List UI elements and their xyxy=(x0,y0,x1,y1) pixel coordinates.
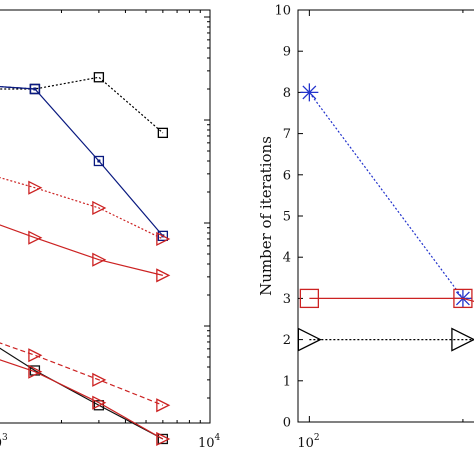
triangle-marker xyxy=(156,398,171,413)
series-7 xyxy=(0,359,171,447)
triangle-marker xyxy=(92,200,107,216)
triangle-marker xyxy=(28,230,43,245)
square-marker xyxy=(157,230,169,242)
series-line xyxy=(0,224,163,276)
x-tick-label: 103 xyxy=(0,433,8,451)
series-line xyxy=(308,92,474,299)
y-tick-label: 8 xyxy=(283,86,291,101)
series-line xyxy=(309,297,474,302)
x-tick-label: 102 xyxy=(297,433,319,451)
tick-base: 10 xyxy=(0,436,2,451)
series-line xyxy=(0,342,164,406)
tick-base: 10 xyxy=(297,436,314,451)
marker-dot xyxy=(97,159,101,163)
y-tick-label: 4 xyxy=(283,251,291,266)
triangle-marker xyxy=(156,231,171,247)
square-marker xyxy=(453,288,473,309)
series-4 xyxy=(0,177,171,247)
series-line xyxy=(0,359,164,440)
square-marker xyxy=(29,83,41,95)
right-plot-frame xyxy=(297,9,474,423)
series-line xyxy=(0,347,164,440)
y-tick-label: 5 xyxy=(283,210,291,225)
triangle-marker xyxy=(28,180,43,195)
triangle-marker xyxy=(451,327,474,352)
square-marker xyxy=(157,433,169,445)
left-panel: 103104 xyxy=(0,9,221,451)
series-1 xyxy=(299,288,474,309)
y-tick-label: 2 xyxy=(283,333,291,348)
series-line xyxy=(0,86,164,237)
series-3 xyxy=(0,347,169,445)
y-tick-label: 9 xyxy=(283,45,291,60)
triangle-marker xyxy=(92,252,107,267)
triangle-marker xyxy=(28,364,43,379)
triangle-marker xyxy=(92,372,107,387)
triangle-marker xyxy=(156,431,171,447)
triangle-marker xyxy=(297,327,322,352)
series-2 xyxy=(0,83,169,242)
y-tick-label: 10 xyxy=(274,4,291,19)
series-0 xyxy=(0,72,169,139)
series-2 xyxy=(297,327,474,352)
series-0 xyxy=(300,83,474,308)
y-axis-label: Number of iterations xyxy=(257,136,275,296)
asterisk-marker xyxy=(300,83,319,102)
triangle-marker xyxy=(156,268,171,283)
series-line xyxy=(0,177,164,240)
y-tick-label: 0 xyxy=(283,416,291,431)
square-marker xyxy=(299,288,320,309)
y-tick-label: 3 xyxy=(283,292,291,307)
series-6 xyxy=(0,342,171,413)
series-line xyxy=(0,76,164,134)
tick-base: 10 xyxy=(198,436,215,451)
x-tick-label: 104 xyxy=(198,433,221,451)
series-5 xyxy=(0,224,171,283)
square-marker xyxy=(93,155,105,167)
tick-exponent: 3 xyxy=(2,433,8,443)
left-plot-frame xyxy=(0,9,211,424)
marker-dot xyxy=(33,87,37,91)
square-marker xyxy=(157,127,169,139)
tick-exponent: 4 xyxy=(215,433,221,443)
y-tick-label: 7 xyxy=(283,127,291,142)
tick-exponent: 2 xyxy=(314,433,320,443)
y-tick-label: 1 xyxy=(283,374,291,389)
triangle-marker xyxy=(28,348,43,363)
y-tick-label: 6 xyxy=(283,168,291,183)
square-marker xyxy=(93,72,105,83)
triangle-marker xyxy=(92,395,107,410)
